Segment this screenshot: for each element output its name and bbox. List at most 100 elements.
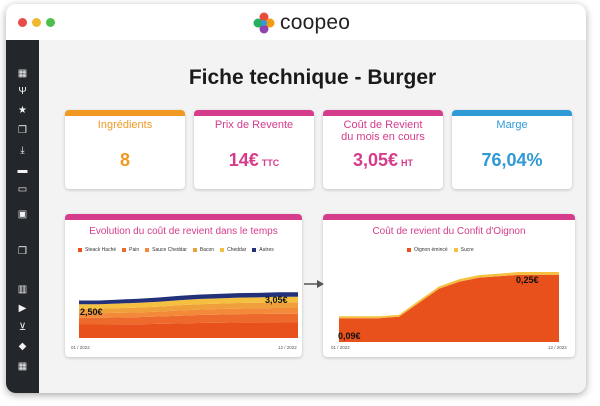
arrow-icon	[304, 280, 324, 288]
legend-item: Sucre	[453, 247, 474, 253]
legend-label: Pain	[129, 247, 140, 253]
tag-icon[interactable]: ◆	[18, 341, 27, 352]
legend-swatch	[78, 248, 82, 252]
legend-swatch	[122, 248, 127, 252]
card-value: 8	[65, 150, 185, 171]
card-value-number: 14€	[228, 150, 259, 170]
end-value-label: 3,05€	[265, 295, 288, 305]
legend-label: Bacon	[199, 247, 215, 253]
series-area-pain	[79, 313, 298, 325]
main-content: Fiche technique - Burger Ingrédients 8 Pri…	[39, 40, 586, 393]
legend-item: Autres	[252, 247, 274, 253]
sidebar: ▦ Ψ ★ ❐ ⤓ ▬ ▭ ▣ ❒ ▥ ▶ ⊻ ◆ ▦	[6, 40, 39, 393]
legend-swatch	[145, 248, 150, 252]
card-icon[interactable]: ▭	[17, 184, 28, 195]
legend-label: Cheddar	[227, 247, 247, 253]
series-area-bacon	[79, 302, 298, 314]
card-label: Marge	[496, 119, 528, 131]
logo-icon	[253, 12, 275, 34]
duplicate-icon[interactable]: ❒	[18, 246, 27, 257]
download-icon[interactable]: ⤓	[20, 145, 25, 156]
legend-swatch	[453, 248, 458, 252]
calculator-icon[interactable]: ▦	[17, 361, 28, 372]
page-title: Fiche technique - Burger	[188, 66, 437, 89]
legend-swatch	[220, 248, 225, 252]
cart-icon[interactable]: ⊻	[18, 322, 27, 333]
x-axis-end-label: 12 / 2022	[278, 345, 297, 350]
close-window-button[interactable]	[18, 18, 27, 27]
legend-item: Bacon	[192, 247, 215, 253]
logo-petal	[265, 18, 275, 28]
book-icon[interactable]: ▥	[17, 284, 28, 295]
card-value-number: 8	[119, 150, 130, 170]
legend-label: Sucre	[460, 247, 474, 253]
legend-item: Steack Haché	[78, 247, 116, 253]
series-area-steack-haché	[79, 322, 298, 338]
panel-title: Evolution du coût de revient dans le tem…	[89, 226, 278, 237]
card-accent	[323, 110, 443, 116]
card-label: Prix de Revente	[214, 119, 294, 131]
chart-legend: Oignon émincé Sucre	[407, 247, 480, 253]
margin-card: Marge 76,04%	[452, 110, 572, 189]
logo-petal	[259, 24, 269, 34]
x-axis-end-label: 12 / 2022	[548, 345, 567, 350]
confit-cost-panel: Coût de revient du Confit d'Oignon Oigno…	[323, 214, 575, 357]
card-value-unit: TTC	[261, 158, 280, 168]
legend-swatch	[192, 248, 197, 252]
dashboard-icon[interactable]: ▦	[17, 68, 28, 79]
truck-icon[interactable]: ▬	[17, 165, 28, 176]
series-area-sauce-cheddar	[79, 308, 298, 318]
card-value-number: 3,05€	[352, 150, 399, 170]
logo-petal	[259, 12, 269, 22]
logo-petal	[253, 18, 263, 28]
card-value-unit: HT	[401, 158, 414, 168]
series-area-oignon-émincé	[339, 274, 559, 342]
x-axis-start-label: 01 / 2022	[331, 345, 350, 350]
star-icon[interactable]: ★	[18, 105, 27, 116]
x-axis-start-label: 01 / 2022	[71, 345, 90, 350]
confit-cost-chart	[339, 272, 559, 342]
card-accent	[194, 110, 314, 116]
cutlery-icon[interactable]: Ψ	[18, 86, 27, 97]
play-icon[interactable]: ▶	[18, 303, 27, 314]
series-area-autres	[79, 292, 298, 305]
legend-label: Steack Haché	[85, 247, 117, 253]
document-icon[interactable]: ▣	[17, 209, 28, 220]
title-bar: coopeo	[6, 4, 586, 40]
card-value-number: 76,04%	[481, 150, 543, 170]
legend-label: Autres	[259, 247, 274, 253]
legend-item: Pain	[122, 247, 139, 253]
card-accent	[452, 110, 572, 116]
card-value: 14€ TTC	[194, 150, 314, 171]
end-value-label: 0,25€	[516, 275, 539, 285]
card-label: Coût de Revient du mois en cours	[341, 119, 425, 143]
legend-item: Sauce Cheddar	[145, 247, 187, 253]
series-area-cheddar	[79, 296, 298, 309]
legend-item: Oignon émincé	[407, 247, 448, 253]
chart-legend: Steack Haché Pain Sauce Cheddar Bacon Chedda…	[78, 247, 280, 253]
legend-label: Oignon émincé	[414, 247, 448, 253]
card-value: 3,05€ HT	[323, 150, 443, 171]
legend-swatch	[252, 248, 257, 252]
resale-price-card: Prix de Revente 14€ TTC	[194, 110, 314, 189]
legend-label: Sauce Cheddar	[152, 247, 187, 253]
panel-accent	[323, 214, 575, 220]
legend-swatch	[407, 248, 411, 252]
start-value-label: 0,09€	[338, 331, 361, 341]
maximize-window-button[interactable]	[46, 18, 55, 27]
card-value: 76,04%	[452, 150, 572, 171]
cost-evolution-panel: Evolution du coût de revient dans le tem…	[65, 214, 302, 357]
panel-accent	[65, 214, 302, 220]
ingredients-card: Ingrédients 8	[65, 110, 185, 189]
app-name: coopeo	[280, 11, 351, 34]
cost-evolution-chart	[79, 292, 298, 338]
card-label: Ingrédients	[97, 119, 153, 131]
copy-icon[interactable]: ❐	[18, 125, 27, 136]
app-logo[interactable]: coopeo	[253, 9, 350, 37]
minimize-window-button[interactable]	[32, 18, 41, 27]
panel-title: Coût de revient du Confit d'Oignon	[372, 226, 526, 237]
app-window: coopeo ▦ Ψ ★ ❐ ⤓ ▬ ▭ ▣ ❒ ▥ ▶ ⊻ ◆ ▦ Fiche technique - …	[6, 4, 586, 393]
card-accent	[65, 110, 185, 116]
cost-price-card: Coût de Revient du mois en cours 3,05€ HT	[323, 110, 443, 189]
start-value-label: 2,50€	[80, 307, 103, 317]
